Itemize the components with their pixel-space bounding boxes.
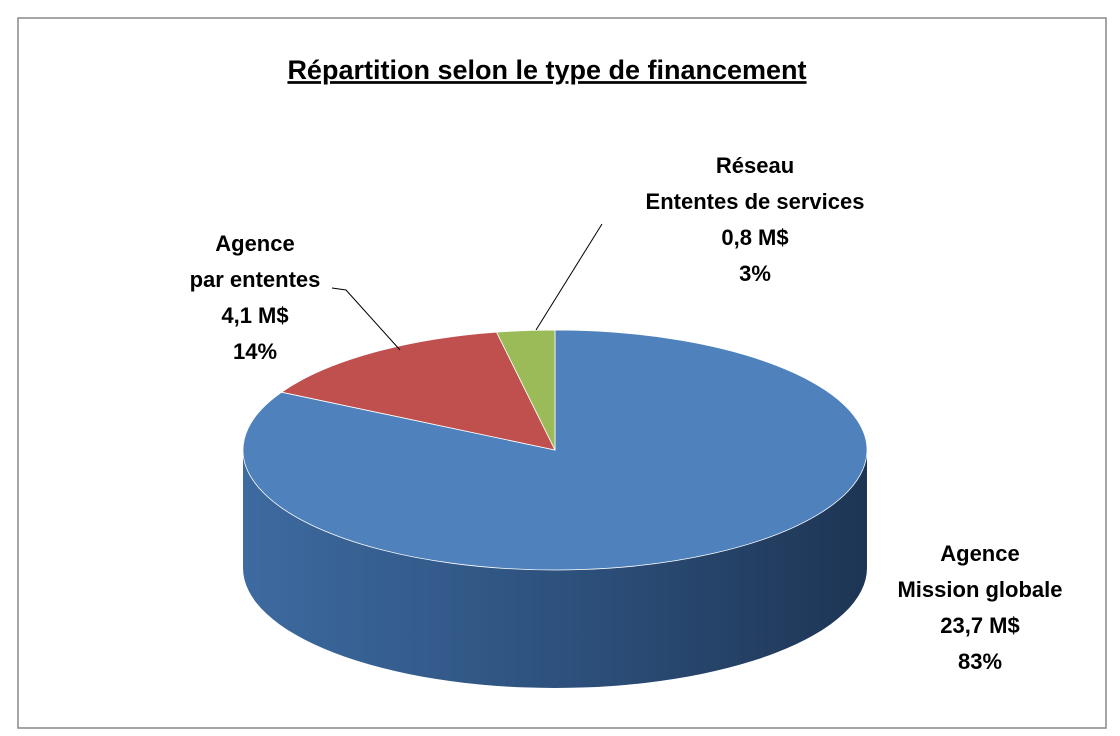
- chart-title: Répartition selon le type de financement: [287, 55, 806, 85]
- amount-label: 0,8 M$: [721, 225, 788, 250]
- category-label: par ententes: [190, 267, 321, 292]
- pie-slice: [280, 331, 556, 451]
- leader-line: [331, 287, 401, 351]
- value-label: 3%: [739, 261, 771, 286]
- labels: Agence Mission globale 23,7 M$ 83% Agence par…: [190, 153, 1063, 674]
- value-label: 14%: [233, 339, 277, 364]
- value-label: 83%: [958, 649, 1002, 674]
- category-label: Ententes de services: [646, 189, 865, 214]
- category-label: Mission globale: [897, 577, 1062, 602]
- pie: [242, 329, 868, 688]
- category-label: Agence: [215, 231, 294, 256]
- leader-line: [535, 223, 603, 331]
- category-label: Agence: [940, 541, 1019, 566]
- category-label: Réseau: [716, 153, 794, 178]
- amount-label: 23,7 M$: [940, 613, 1020, 638]
- pie-side: [243, 450, 867, 688]
- pie-slice: [495, 329, 556, 451]
- amount-label: 4,1 M$: [221, 303, 288, 328]
